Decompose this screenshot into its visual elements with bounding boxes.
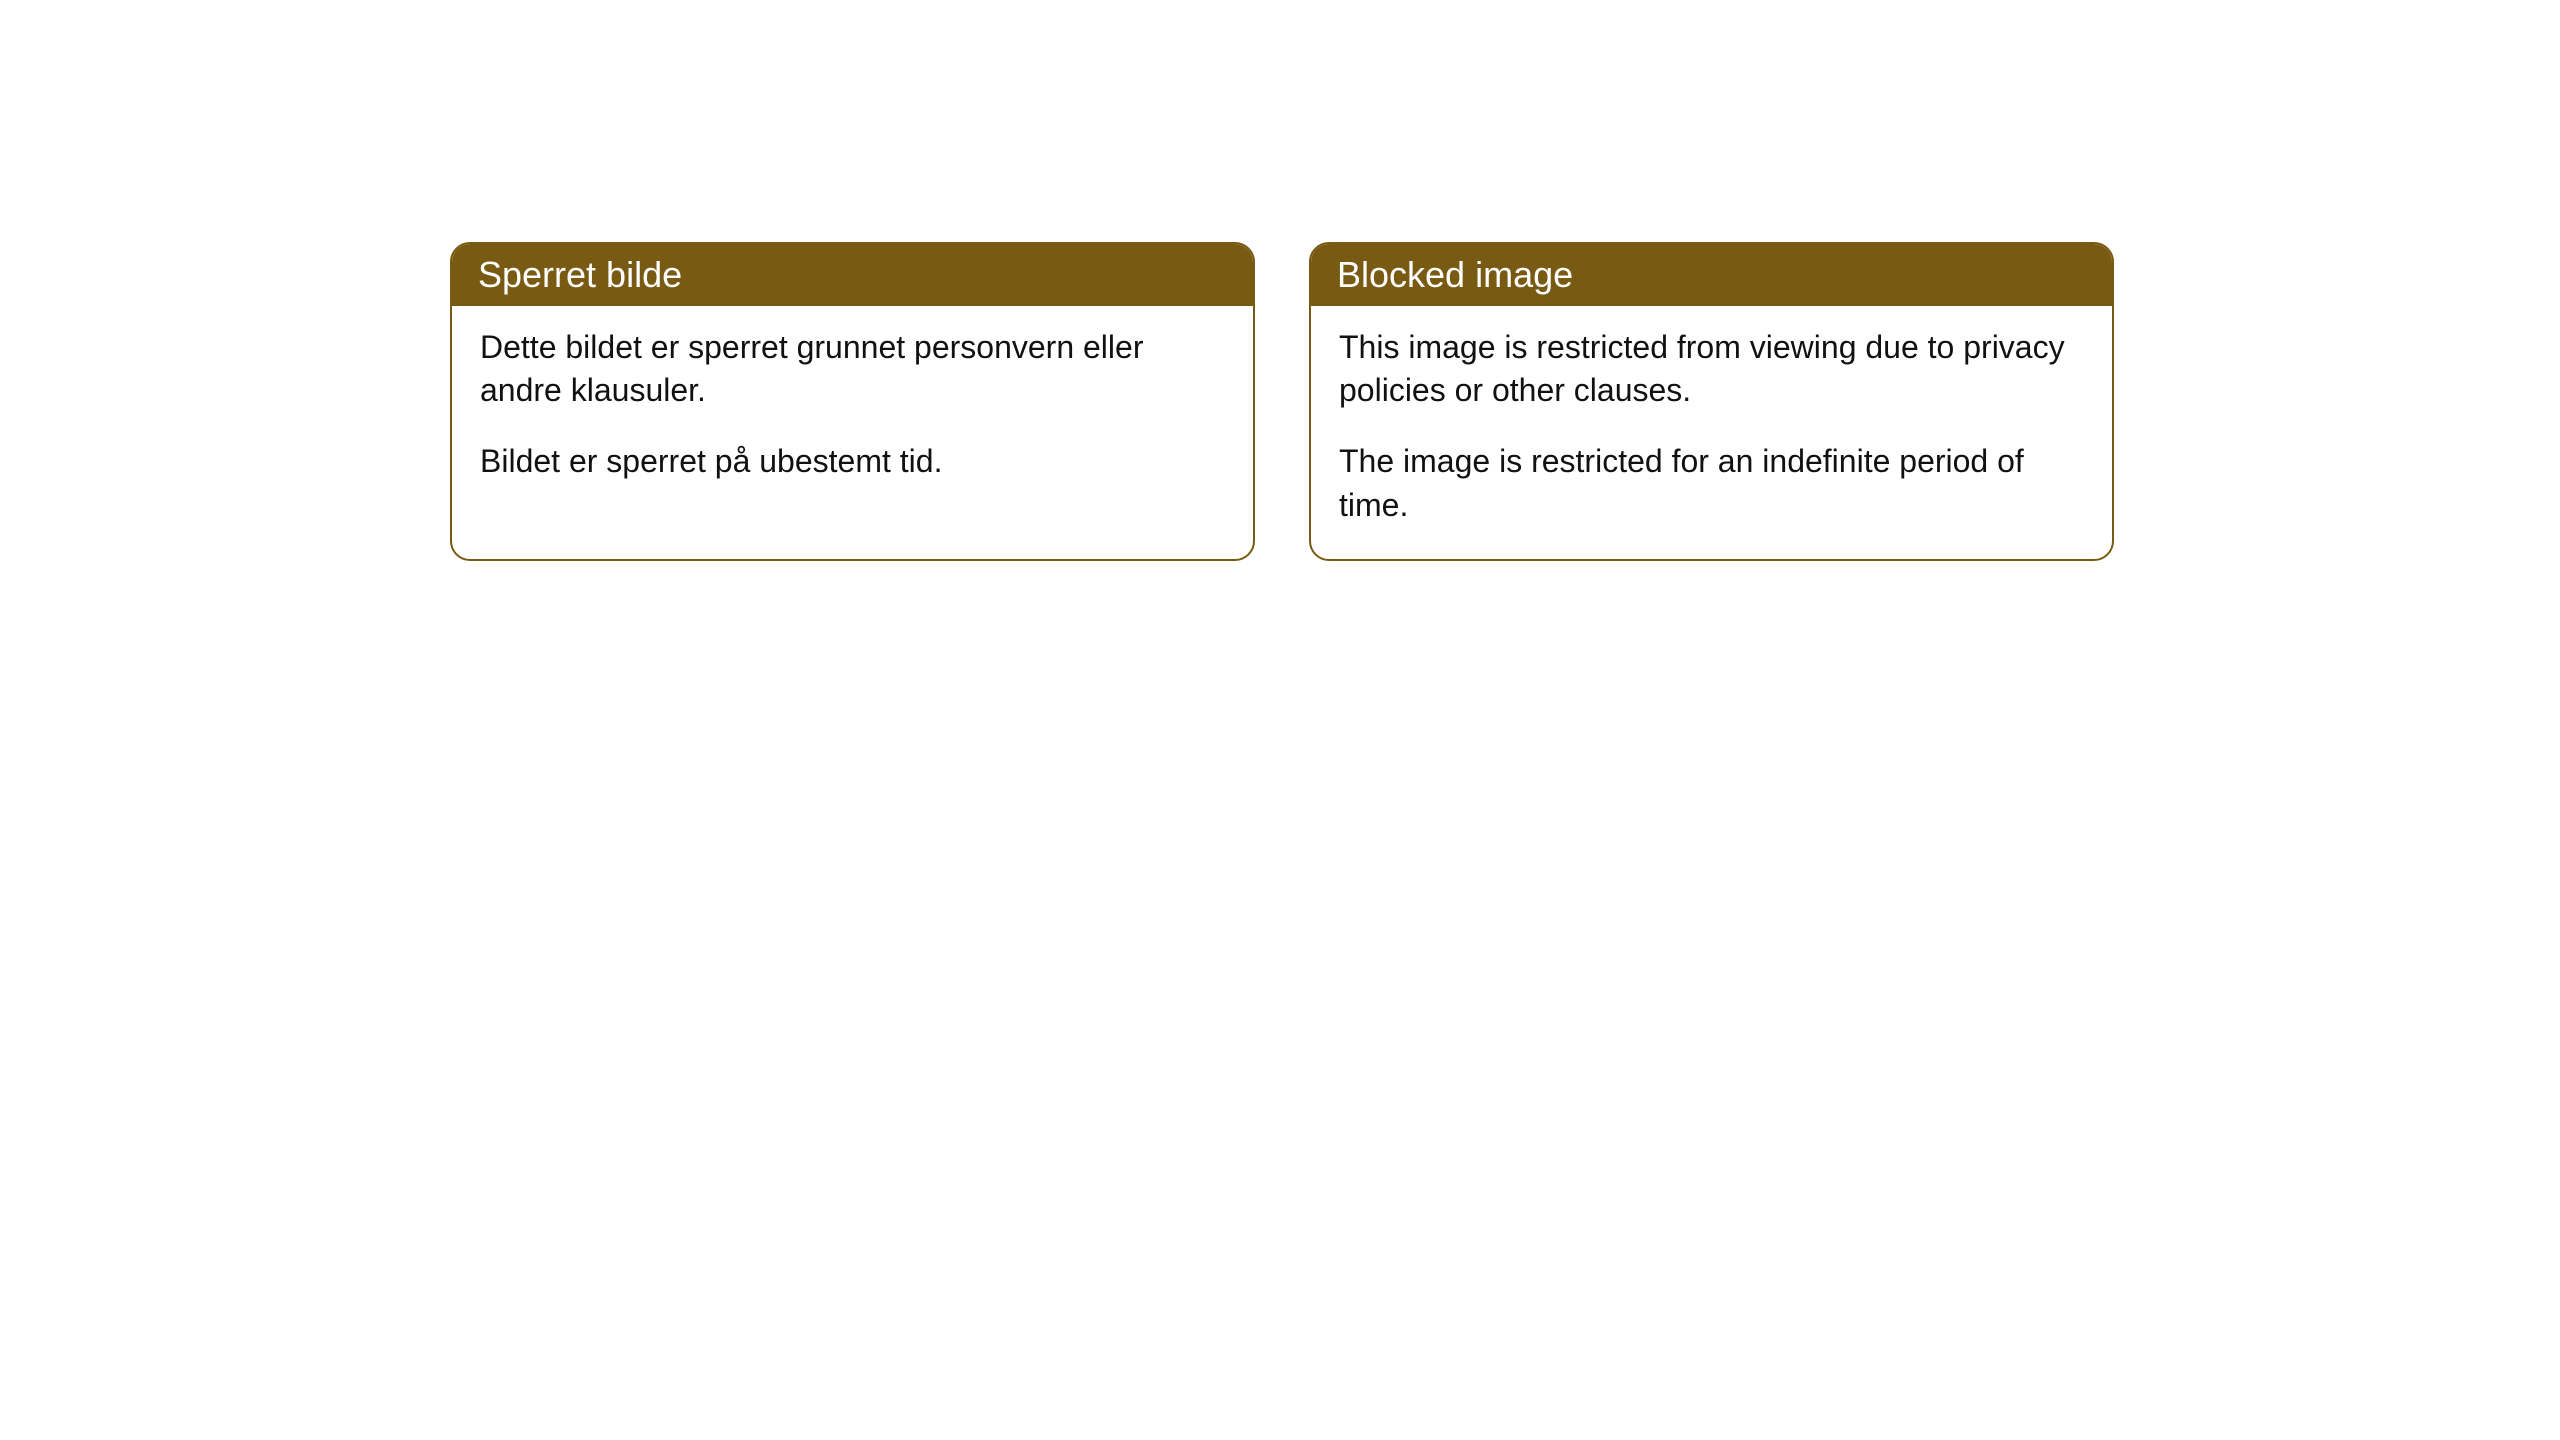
card-header-no: Sperret bilde (452, 244, 1253, 306)
card-body-en: This image is restricted from viewing du… (1311, 306, 2112, 559)
card-paragraph-no-2: Bildet er sperret på ubestemt tid. (480, 440, 1225, 483)
card-paragraph-en-1: This image is restricted from viewing du… (1339, 326, 2084, 412)
card-header-en: Blocked image (1311, 244, 2112, 306)
cards-container: Sperret bilde Dette bildet er sperret gr… (0, 0, 2560, 561)
blocked-image-card-no: Sperret bilde Dette bildet er sperret gr… (450, 242, 1255, 561)
card-body-no: Dette bildet er sperret grunnet personve… (452, 306, 1253, 516)
card-paragraph-en-2: The image is restricted for an indefinit… (1339, 440, 2084, 526)
card-paragraph-no-1: Dette bildet er sperret grunnet personve… (480, 326, 1225, 412)
blocked-image-card-en: Blocked image This image is restricted f… (1309, 242, 2114, 561)
